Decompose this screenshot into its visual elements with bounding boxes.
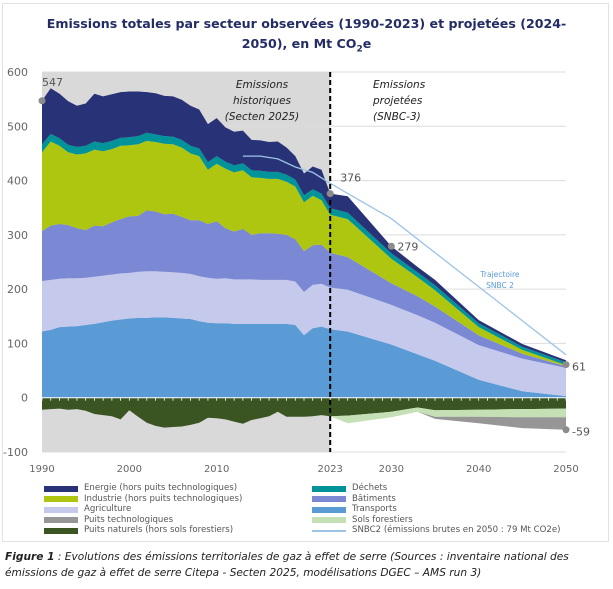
area-energie-hors-puits-technologiques-: [42, 88, 566, 363]
legend-label: SNBC2 (émissions brutes en 2050 : 79 Mt …: [352, 525, 561, 536]
value-point-marker: [387, 242, 395, 250]
y-tick-label: 100: [7, 337, 28, 350]
legend-label: Industrie (hors puits technologiques): [84, 493, 243, 504]
legend-label: Energie (hors puits technologiques): [84, 483, 238, 493]
y-tick-label: -100: [3, 446, 28, 459]
x-tick-label: 2050: [553, 464, 578, 475]
legend-color-swatch: [44, 506, 78, 513]
value-point-label: 279: [397, 240, 418, 253]
legend-color-swatch: [312, 485, 346, 492]
projected-label: (SNBC-3): [373, 111, 421, 123]
y-tick-label: 300: [7, 229, 28, 242]
legend-label: Sols forestiers: [352, 514, 413, 525]
historic-label: Emissions: [236, 79, 289, 91]
caption-label: Figure 1: [5, 551, 55, 563]
historic-label: historiques: [233, 95, 292, 107]
area-industrie-hors-puits-technologiques-: [42, 140, 566, 367]
value-point-marker: [562, 426, 570, 434]
legend-item: SNBC2 (émissions brutes en 2050 : 79 Mt …: [312, 525, 561, 536]
legend-color-swatch: [312, 517, 346, 524]
area-puits-technologiques: [42, 408, 566, 430]
legend-item: Déchets: [312, 483, 561, 494]
y-tick-label: 200: [7, 283, 28, 296]
legend-color-swatch: [44, 517, 78, 524]
figure-caption: Figure 1 : Evolutions des émissions terr…: [5, 549, 605, 581]
legend-item: Puits naturels (hors sols forestiers): [44, 525, 242, 536]
legend-color-swatch: [312, 496, 346, 503]
value-point-label: 547: [42, 76, 63, 89]
x-tick-label: 2023: [317, 464, 342, 475]
legend-label: Puits technologiques: [84, 514, 174, 525]
legend-item: Puits technologiques: [44, 515, 242, 526]
snbc2-label: SNBC 2: [486, 281, 514, 290]
area-puits-naturels-hors-sols-forestiers-: [42, 397, 566, 428]
legend-color-swatch: [44, 485, 78, 492]
area-transports: [42, 317, 566, 398]
chart-title: Emissions totales par secteur observées …: [0, 14, 613, 60]
area-b-timents: [42, 210, 566, 368]
legend-color-swatch: [44, 527, 78, 534]
historic-label: (Secten 2025): [225, 111, 299, 123]
legend-item: Agriculture: [44, 504, 242, 515]
y-tick-label: 500: [7, 120, 28, 133]
value-point-marker: [562, 361, 570, 369]
projected-label: projetées: [372, 95, 423, 107]
area-sols-forestiers: [42, 407, 566, 428]
legend-item: Energie (hors puits technologiques): [44, 483, 242, 494]
legend-column-right: Déchets Bâtiments Transports Sols forestier…: [312, 483, 561, 536]
chart-title-sub: 2: [356, 44, 363, 55]
snbc2-trajectory-line: [242, 155, 567, 356]
legend-label: Agriculture: [84, 504, 132, 515]
legend-item: Sols forestiers: [312, 515, 561, 526]
legend-label: Bâtiments: [352, 493, 396, 504]
caption-text: : Evolutions des émissions territoriales…: [5, 551, 569, 579]
x-tick-label: 2000: [117, 464, 142, 475]
legend-item: Bâtiments: [312, 494, 561, 505]
area-agriculture: [42, 271, 566, 397]
value-point-label: 61: [572, 361, 586, 374]
zero-axis-ticks: [41, 397, 567, 401]
y-tick-label: 400: [7, 175, 28, 188]
value-point-label: -59: [572, 426, 590, 439]
value-point-marker: [38, 97, 46, 105]
legend-label: Déchets: [352, 483, 388, 493]
legend-color-swatch: [312, 506, 346, 513]
value-point-label: 376: [340, 172, 361, 185]
projected-label: Emissions: [373, 79, 426, 91]
x-tick-label: 2030: [379, 464, 404, 475]
chart-title-line2: 2050), en Mt CO: [241, 36, 357, 51]
x-tick-label: 1990: [29, 464, 54, 475]
x-tick-label: 2010: [204, 464, 229, 475]
legend-column-left: Energie (hors puits technologiques) Indus…: [44, 483, 242, 536]
chart-title-end: e: [362, 36, 372, 51]
legend-item: Industrie (hors puits technologiques): [44, 494, 242, 505]
legend-item: Transports: [312, 504, 561, 515]
snbc2-line-layer: [242, 155, 567, 356]
chart-title-line1: Emissions totales par secteur observées …: [46, 16, 567, 31]
legend-line-swatch: [312, 530, 346, 532]
annotations: Emissions historiques (Secten 2025) Emissio…: [38, 76, 590, 439]
legend-label: Transports: [352, 504, 397, 515]
x-tick-label: 2040: [466, 464, 491, 475]
y-tick-label: 600: [7, 66, 28, 79]
snbc2-label: Trajectoire: [479, 270, 520, 279]
area-series: [42, 88, 566, 430]
legend-label: Puits naturels (hors sols forestiers): [84, 525, 234, 536]
y-tick-label: 0: [21, 392, 28, 405]
value-point-marker: [326, 190, 334, 198]
legend-color-swatch: [44, 496, 78, 503]
